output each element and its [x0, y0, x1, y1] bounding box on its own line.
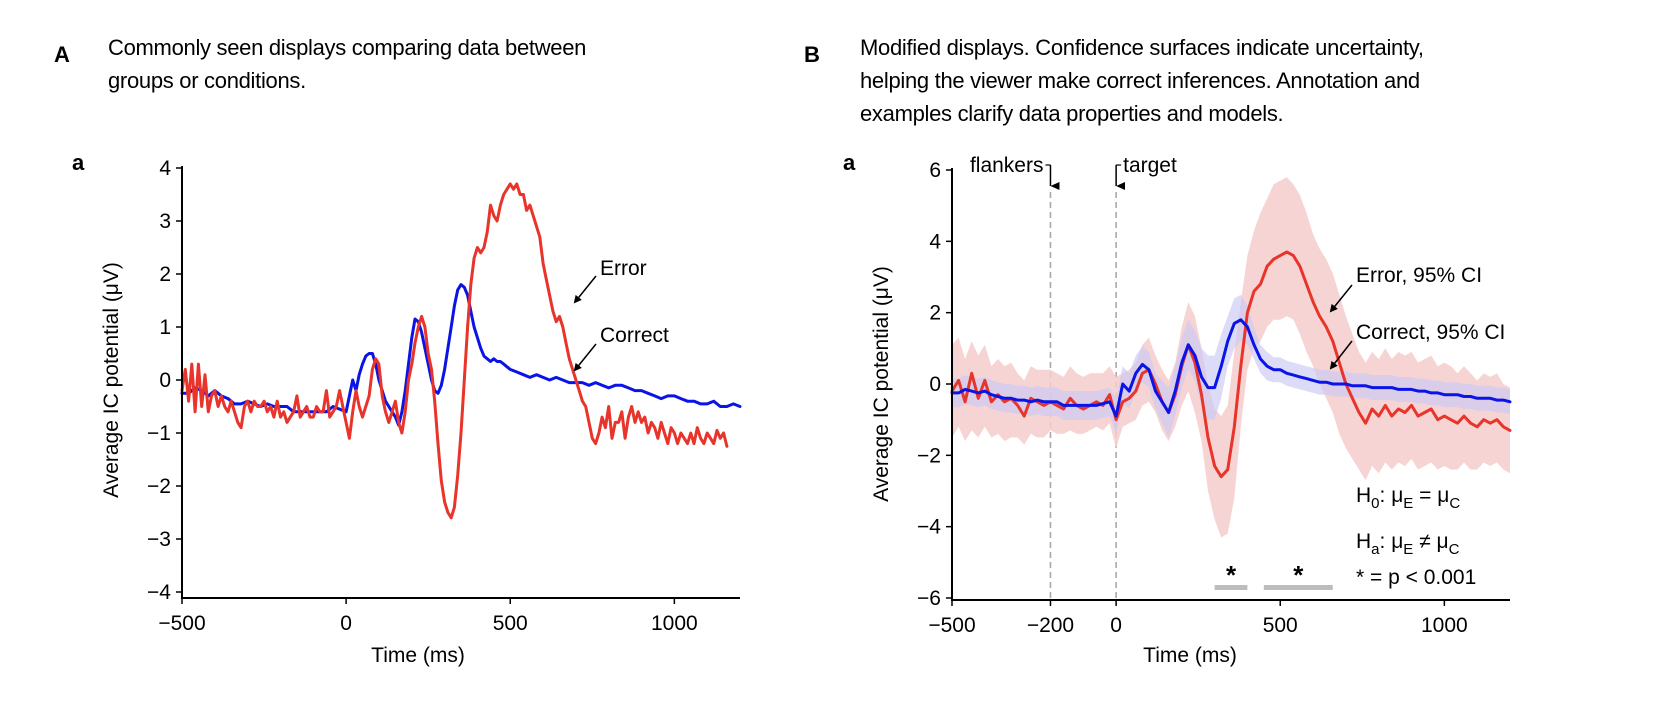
y-tick-label: 2	[159, 263, 171, 286]
hypothesis-legend: H0: μE = μC Ha: μE ≠ μC * = p < 0.001	[1356, 484, 1476, 589]
annotation-error-ci-arrow	[1329, 284, 1353, 313]
panel-b-letter: B	[804, 42, 820, 67]
x-tick-label: −500	[928, 614, 975, 637]
annotation-error-arrow	[573, 275, 597, 304]
y-tick-label: 6	[929, 159, 941, 182]
annotation-error-ci-label: Error, 95% CI	[1356, 264, 1482, 287]
panel-a-description-line: Commonly seen displays comparing data be…	[108, 35, 587, 60]
x-tick-label: 0	[1110, 614, 1122, 637]
y-tick-label: 1	[159, 316, 171, 339]
chart-a-x-axis-title: Time (ms)	[371, 644, 465, 667]
h0-statement: H0: μE = μC	[1356, 484, 1460, 512]
annotation-correct-ci-arrow	[1329, 340, 1353, 370]
significance-legend: * = p < 0.001	[1356, 566, 1476, 589]
chart-a: −4 −3 −2 −1 0 1 2 3 4 −500 0 500 1000 Time (ms) Aver…	[100, 157, 742, 667]
series-line-error	[180, 182, 729, 520]
y-tick-label: 2	[929, 302, 941, 325]
y-tick-label: −4	[917, 516, 941, 539]
chart-b-significance: * *	[1214, 560, 1333, 590]
panel-b-sub-letter: a	[843, 150, 856, 175]
x-tick-label: 500	[1263, 614, 1298, 637]
panel-b-description-line: helping the viewer make correct inferenc…	[860, 68, 1420, 93]
chart-b-axes: −6 −4 −2 0 2 4 6 −500 −200 0 500 1000	[917, 159, 1510, 637]
chart-b-annotations: Error, 95% CI Correct, 95% CI	[1329, 264, 1505, 370]
y-tick-label: 4	[929, 230, 941, 253]
y-tick-label: 3	[159, 210, 171, 233]
annotation-error-label: Error	[600, 257, 647, 280]
panel-a-letter: A	[54, 42, 70, 67]
chart-a-y-axis-title: Average IC potential (μV)	[100, 262, 123, 498]
panel-b-description-line: Modified displays. Confidence surfaces i…	[860, 35, 1424, 60]
y-tick-label: 0	[929, 373, 941, 396]
significance-bar	[1214, 585, 1248, 590]
significance-marker: *	[1226, 560, 1237, 590]
y-tick-label: −3	[147, 528, 171, 551]
ci-band-error	[952, 177, 1510, 538]
chart-b-ci-layer	[952, 177, 1510, 538]
y-tick-label: −2	[147, 475, 171, 498]
x-tick-label: −200	[1027, 614, 1074, 637]
ci-band-correct	[952, 294, 1510, 438]
y-tick-label: −2	[917, 444, 941, 467]
x-tick-label: 1000	[651, 612, 698, 635]
significance-bar	[1263, 585, 1333, 590]
y-tick-label: −4	[147, 581, 171, 604]
annotation-correct-ci-label: Correct, 95% CI	[1356, 321, 1505, 344]
chart-b-lines	[950, 250, 1512, 479]
x-tick-label: 0	[340, 612, 352, 635]
ha-statement: Ha: μE ≠ μC	[1356, 530, 1460, 558]
x-tick-label: 500	[493, 612, 528, 635]
x-tick-label: 1000	[1421, 614, 1468, 637]
x-tick-label: −500	[158, 612, 205, 635]
series-line-error	[950, 250, 1512, 479]
series-line-correct	[950, 318, 1512, 418]
y-tick-label: −1	[147, 422, 171, 445]
y-tick-label: −6	[917, 587, 941, 610]
event-label-flankers: flankers	[970, 154, 1044, 177]
y-tick-label: 0	[159, 369, 171, 392]
chart-b: flankers target −6 −4 −2 0 2 4 6 −500 −200 0 500 100…	[870, 154, 1512, 667]
significance-marker: *	[1293, 560, 1304, 590]
chart-b-x-axis-title: Time (ms)	[1143, 644, 1237, 667]
annotation-correct-arrow	[573, 343, 597, 372]
annotation-correct-label: Correct	[600, 324, 669, 347]
chart-b-y-axis-title: Average IC potential (μV)	[870, 266, 893, 502]
chart-a-lines	[180, 182, 742, 520]
panel-a-sub-letter: a	[72, 150, 85, 175]
panel-a-description-line: groups or conditions.	[108, 68, 306, 93]
panel-a-description: Commonly seen displays comparing data be…	[108, 31, 586, 97]
panel-b-description: Modified displays. Confidence surfaces i…	[860, 31, 1424, 130]
chart-a-axes: −4 −3 −2 −1 0 1 2 3 4 −500 0 500 1000	[147, 157, 740, 635]
y-tick-label: 4	[159, 157, 171, 180]
event-label-target: target	[1123, 154, 1177, 177]
panel-b-description-line: examples clarify data properties and mod…	[860, 101, 1284, 126]
chart-a-annotations: Error Correct	[573, 257, 669, 372]
